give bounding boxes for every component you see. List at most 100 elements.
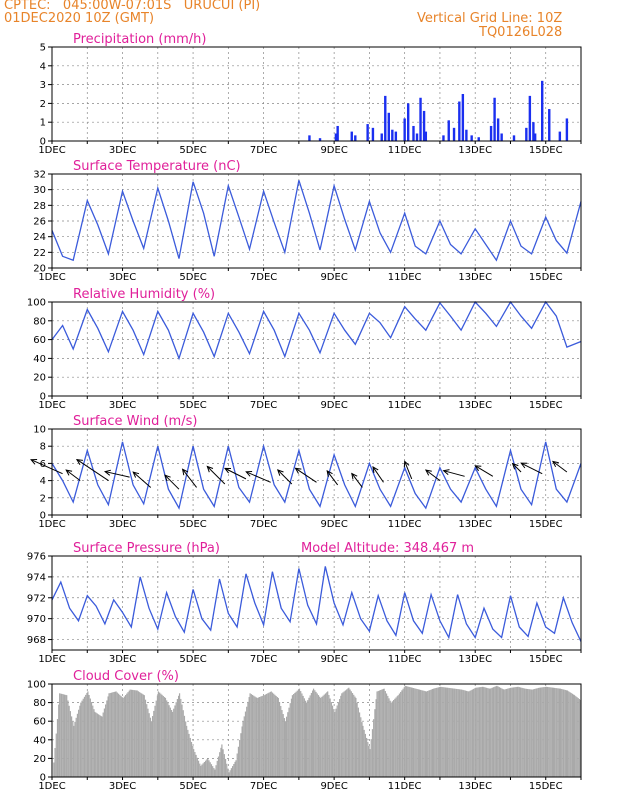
x-tick-label: 9DEC <box>320 400 347 411</box>
cloud-bar <box>128 690 130 777</box>
cloud-bar <box>196 757 198 777</box>
precip-bar <box>532 122 535 141</box>
cloud-bar <box>60 693 62 777</box>
cloud-bar <box>394 698 396 777</box>
cloud-bar <box>210 764 213 777</box>
cloud-bar <box>303 698 305 777</box>
cloud-bar <box>312 690 314 777</box>
cloud-bar <box>281 710 283 777</box>
precip-bar <box>477 137 480 141</box>
precip-bar <box>380 133 383 141</box>
cloud-bar <box>63 694 66 777</box>
cloud-bar <box>487 688 489 777</box>
cloud-bar <box>542 687 544 777</box>
cloud-bar <box>134 690 136 777</box>
wind-arrowhead <box>372 465 379 473</box>
cloud-bar <box>408 686 410 777</box>
cloud-bar <box>568 691 570 777</box>
cloud-bar <box>253 695 255 777</box>
cloud-bar <box>534 688 536 777</box>
cloud-bar <box>364 733 367 777</box>
cloud-bar <box>224 758 227 777</box>
precip-bar <box>387 112 390 141</box>
cloud-bar <box>78 709 80 777</box>
cloud-bar <box>360 717 362 777</box>
cloud-bar <box>153 710 155 777</box>
cloud-bar <box>373 719 375 777</box>
cloud-bar <box>123 696 125 777</box>
precip-bar <box>452 127 456 141</box>
wind-arrow <box>404 461 413 480</box>
x-tick-label: 5DEC <box>179 272 206 283</box>
cloud-bar <box>62 694 64 777</box>
cloud-bar <box>290 698 293 777</box>
cloud-bar <box>260 696 262 777</box>
precip-bar <box>391 129 394 141</box>
cloud-bar <box>189 737 191 777</box>
cloud-bar <box>236 753 238 777</box>
cloud-bar <box>376 691 378 777</box>
wind-arrow <box>65 469 81 482</box>
x-tick-label: 11DEC <box>388 519 422 530</box>
cloud-bar <box>154 705 156 777</box>
wind-arrowhead <box>442 469 450 475</box>
cloud-bar <box>456 688 458 777</box>
cloud-bar <box>425 691 428 777</box>
cloud-bar <box>199 763 201 777</box>
x-tick-label: 15DEC <box>529 519 563 530</box>
cloud-bar <box>201 764 203 777</box>
cloud-bar <box>206 759 208 777</box>
cloud-bar <box>344 690 347 777</box>
cloud-bar <box>427 690 429 777</box>
x-tick-label: 15DEC <box>529 654 563 665</box>
precip-bar <box>415 133 419 141</box>
x-tick-label: 9DEC <box>320 519 347 530</box>
cloud-bar <box>525 688 528 777</box>
cloud-bar <box>382 689 384 777</box>
precip-bar <box>493 97 496 141</box>
cloud-bar <box>429 689 431 777</box>
precip-bar <box>412 125 415 141</box>
cloud-bar <box>163 697 166 777</box>
y-tick-label: 100 <box>27 298 46 309</box>
cloud-bar <box>129 689 131 777</box>
cloud-bar <box>155 700 157 777</box>
cloud-bar <box>455 688 457 777</box>
precip-bar <box>470 135 473 141</box>
precip-bar <box>422 110 426 141</box>
cloud-bar <box>551 687 554 777</box>
precip-bar <box>548 109 551 141</box>
cloud-bar <box>72 721 74 777</box>
y-tick-label: 100 <box>27 680 46 691</box>
cloud-bar <box>415 688 417 777</box>
cloud-bar <box>220 747 222 777</box>
cloud-bar <box>536 688 538 777</box>
y-tick-label: 1 <box>40 118 46 129</box>
cloud-bar <box>562 689 564 777</box>
wind-arrow <box>372 466 384 483</box>
wind-arrow <box>76 459 109 482</box>
cloud-bar <box>355 697 357 777</box>
cloud-bar <box>374 709 376 777</box>
precip-bar <box>406 103 410 141</box>
x-tick-label: 11DEC <box>388 654 422 665</box>
cloud-bar <box>67 700 69 777</box>
cloud-bar <box>257 697 259 777</box>
cloud-bar <box>412 688 415 777</box>
cloud-bar <box>150 721 152 777</box>
y-tick-label: 0 <box>40 137 46 148</box>
cloud-bar <box>181 704 183 777</box>
cloud-bar <box>178 695 180 777</box>
x-tick-label: 15DEC <box>529 272 563 283</box>
cloud-bar <box>552 687 555 777</box>
cloud-bar <box>250 694 252 777</box>
cloud-bar <box>74 721 76 777</box>
y-tick-label: 4 <box>40 476 46 487</box>
x-tick-label: 11DEC <box>388 145 422 156</box>
cloud-bar <box>137 691 140 777</box>
cloud-bar <box>336 705 338 777</box>
x-tick-label: 11DEC <box>388 781 422 792</box>
y-tick-label: 0 <box>40 773 46 784</box>
cloud-bar <box>335 708 337 777</box>
x-tick-label: 1DEC <box>38 654 65 665</box>
